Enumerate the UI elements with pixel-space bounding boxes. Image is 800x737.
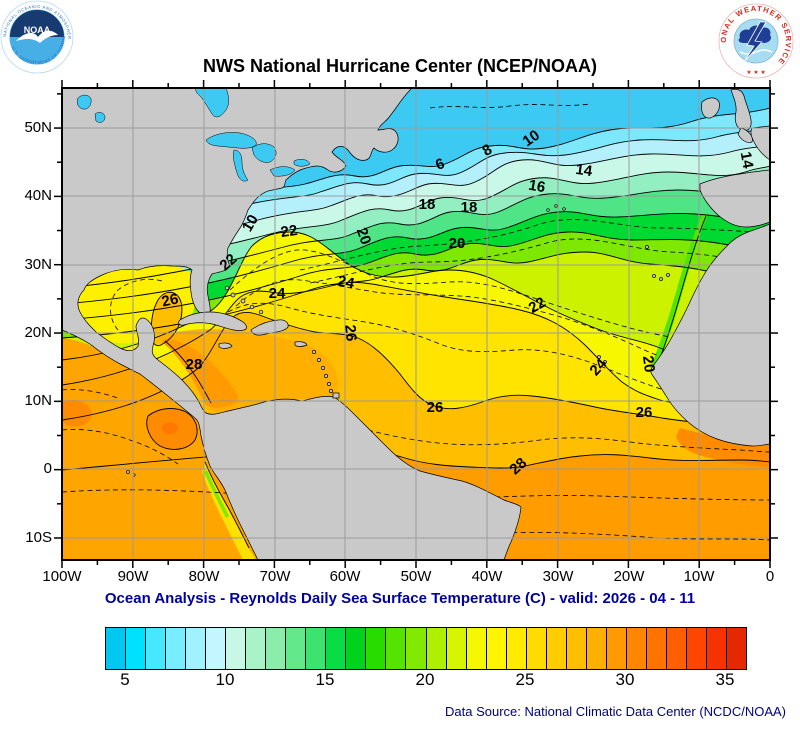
regional-water-patches	[62, 214, 770, 560]
colorbar-tick-30: 30	[615, 670, 635, 689]
colorbar-cell-30	[706, 628, 727, 669]
grid-layer	[62, 88, 770, 560]
temperature-colorbar	[105, 627, 747, 670]
colorbar-cell-17	[446, 628, 467, 669]
isotherm-label-28: 28	[186, 356, 203, 373]
lon-label-90W: 90W	[117, 568, 149, 585]
colorbar-tick-20: 20	[415, 670, 435, 689]
colorbar-cell-29	[686, 628, 707, 669]
isotherm-label-20: 20	[353, 225, 375, 246]
lon-label-60W: 60W	[329, 568, 361, 585]
colorbar-cell-14	[386, 628, 407, 669]
colorbar-cell-25	[606, 628, 627, 669]
colorbar-cell-13	[366, 628, 387, 669]
lon-label-50W: 50W	[400, 568, 432, 585]
colorbar-cell-5	[206, 628, 227, 669]
nws-logo-icon: NATIONAL WEATHER SERVICE ★ ★ ★	[0, 0, 794, 79]
colorbar-cell-7	[246, 628, 267, 669]
colorbar-cell-22	[546, 628, 567, 669]
isotherm-label-18: 18	[461, 199, 478, 216]
isotherm-label-20: 20	[449, 235, 466, 252]
lat-label-0: 0	[43, 460, 52, 477]
colorbar-cell-21	[526, 628, 547, 669]
colorbar-cell-10	[306, 628, 327, 669]
colorbar-cell-3	[166, 628, 187, 669]
map-caption: Ocean Analysis - Reynolds Daily Sea Surf…	[104, 590, 696, 607]
colorbar-tick-15: 15	[315, 670, 335, 689]
svg-text:NATIONAL WEATHER SERVICE: NATIONAL WEATHER SERVICE	[0, 0, 793, 67]
colorbar-cell-28	[666, 628, 687, 669]
isotherm-label-10: 10	[239, 212, 262, 235]
lat-label-10N: 10N	[24, 392, 52, 409]
lat-label-30N: 30N	[24, 256, 52, 273]
colorbar-tick-35: 35	[715, 670, 735, 689]
nws-ring-text: NATIONAL WEATHER SERVICE	[0, 0, 792, 67]
colorbar-cell-15	[406, 628, 427, 669]
colorbar-cell-2	[146, 628, 167, 669]
isotherm-label-18: 18	[419, 196, 436, 213]
noaa-logo-icon: NOAA NATIONAL OCEANIC AND ATMOSPHERIC AD…	[0, 0, 74, 74]
isotherm-label-26: 26	[160, 290, 180, 310]
lon-label-10W: 10W	[683, 568, 715, 585]
axis-ticks	[54, 80, 778, 568]
lon-label-80W: 80W	[188, 568, 220, 585]
colorbar-cell-9	[286, 628, 307, 669]
colorbar-cell-6	[226, 628, 247, 669]
land-layer	[62, 88, 770, 560]
isotherm-label-24: 24	[269, 285, 286, 302]
lat-label-20N: 20N	[24, 324, 52, 341]
page-title: NWS National Hurricane Center (NCEP/NOAA…	[202, 56, 598, 76]
colorbar-cell-4	[186, 628, 207, 669]
lon-label-20W: 20W	[613, 568, 645, 585]
isotherm-label-16: 16	[527, 177, 546, 197]
lon-label-0: 0	[765, 568, 775, 585]
colorbar-cell-23	[566, 628, 587, 669]
colorbar-tick-10: 10	[215, 670, 235, 689]
isotherm-label-26: 26	[427, 399, 444, 416]
colorbar-cell-1	[126, 628, 147, 669]
colorbar-tick-25: 25	[515, 670, 535, 689]
colorbar-cell-12	[346, 628, 367, 669]
colorbar-cell-31	[726, 628, 746, 669]
lat-label-10S: 10S	[25, 529, 52, 546]
colorbar-cell-19	[486, 628, 507, 669]
lat-label-50N: 50N	[24, 119, 52, 136]
colorbar-cell-26	[626, 628, 647, 669]
isotherm-label-14: 14	[574, 161, 594, 180]
colorbar-cell-18	[466, 628, 487, 669]
isotherm-label-26: 26	[341, 324, 359, 342]
colorbar-cell-20	[506, 628, 527, 669]
lat-label-40N: 40N	[24, 187, 52, 204]
isotherm-label-22: 22	[526, 294, 549, 317]
isotherm-label-22: 22	[280, 222, 299, 241]
colorbar-cell-0	[106, 628, 127, 669]
isotherm-label-14: 14	[737, 150, 757, 170]
nws-stars: ★ ★ ★	[746, 69, 765, 76]
noaa-wordmark: NOAA	[24, 25, 51, 35]
isotherm-label-24: 24	[336, 272, 356, 292]
lon-label-30W: 30W	[542, 568, 574, 585]
colorbar-cell-27	[646, 628, 667, 669]
colorbar-cell-24	[586, 628, 607, 669]
isotherm-label-26: 26	[636, 404, 653, 421]
colorbar-cell-8	[266, 628, 287, 669]
lon-label-70W: 70W	[259, 568, 291, 585]
colorbar-cell-11	[326, 628, 347, 669]
lon-label-100W: 100W	[42, 568, 82, 585]
colorbar-cell-16	[426, 628, 447, 669]
data-source-note: Data Source: National Climatic Data Cent…	[445, 704, 786, 719]
isotherm-label-20: 20	[639, 355, 658, 374]
colorbar-tick-5: 5	[120, 670, 130, 689]
isotherm-label-10: 10	[520, 127, 543, 150]
lon-label-40W: 40W	[471, 568, 503, 585]
